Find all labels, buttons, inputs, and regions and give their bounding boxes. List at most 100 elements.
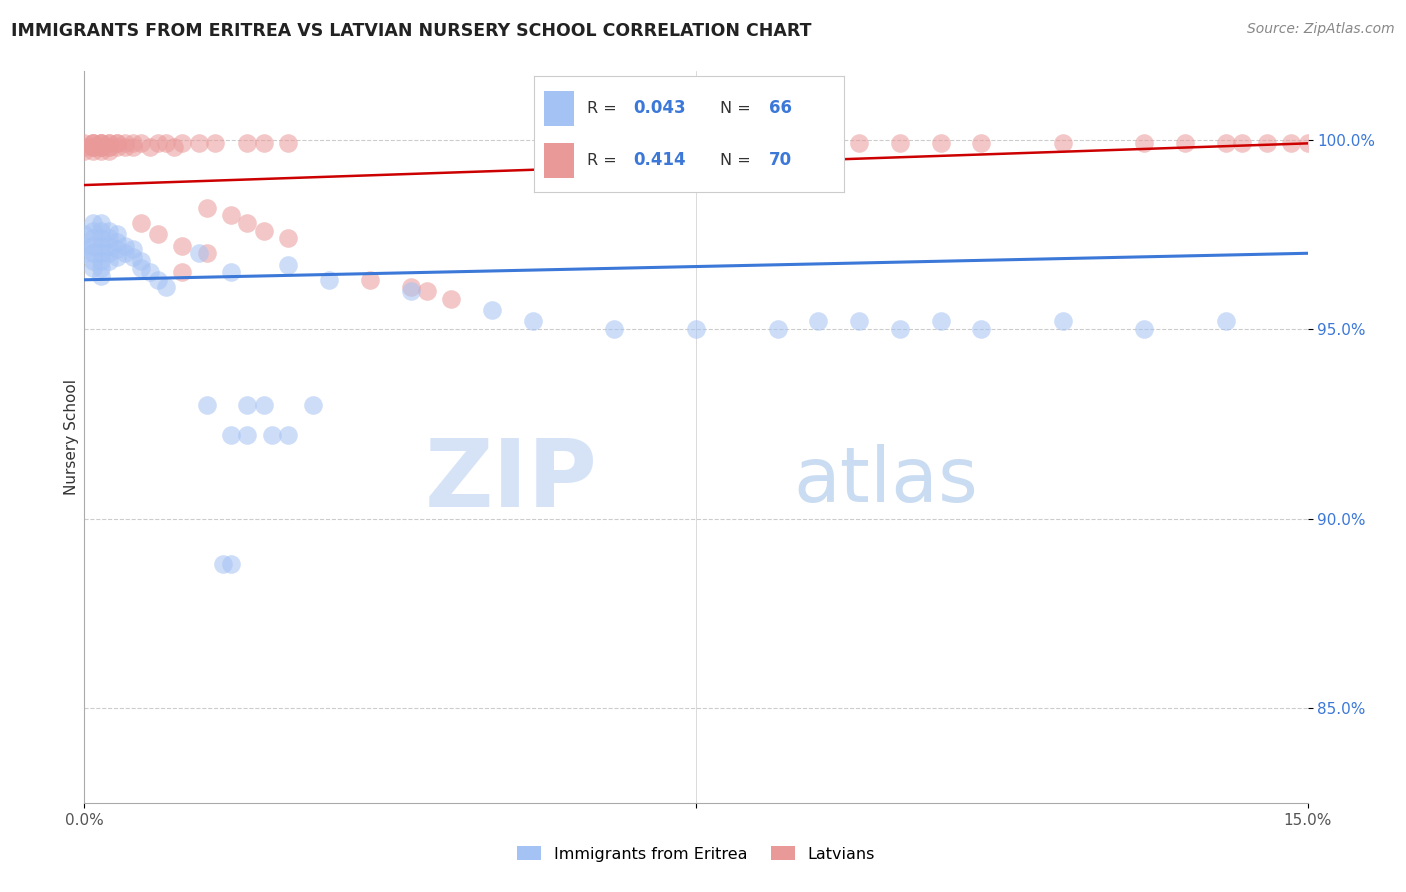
Point (685, 322, 707, 336)
Point (155, 280, 177, 294)
Point (399, 280, 422, 294)
Point (440, 292, 463, 306)
Point (131, 136, 153, 151)
Point (122, 243, 145, 257)
Point (114, 238, 136, 252)
Point (219, 557, 242, 571)
Point (138, 265, 160, 279)
Point (807, 314, 830, 328)
Point (122, 136, 145, 151)
Point (889, 136, 911, 151)
Text: 66: 66 (769, 99, 793, 117)
Point (970, 136, 993, 151)
Point (82, 136, 104, 151)
Point (122, 250, 145, 264)
Point (1232, 136, 1254, 151)
Point (195, 246, 218, 260)
Point (318, 273, 340, 287)
Point (122, 140, 145, 154)
Point (1256, 136, 1278, 151)
Point (146, 273, 169, 287)
Point (82, 246, 104, 260)
Point (138, 140, 160, 154)
Point (236, 216, 259, 230)
Point (277, 428, 299, 442)
Point (73, 136, 96, 151)
Point (97, 140, 120, 154)
Point (105, 136, 128, 151)
Point (97, 231, 120, 245)
Text: R =: R = (586, 101, 617, 116)
Text: 0.043: 0.043 (633, 99, 686, 117)
Point (236, 136, 259, 151)
Bar (544, 91, 575, 126)
Point (73, 144, 96, 158)
Bar (544, 143, 575, 178)
Point (219, 265, 242, 279)
Point (90, 238, 112, 252)
Point (73, 238, 96, 252)
Point (97, 253, 120, 268)
Point (1215, 136, 1237, 151)
Point (1133, 322, 1156, 336)
Point (163, 140, 186, 154)
Point (929, 136, 952, 151)
Point (685, 136, 707, 151)
Point (90, 223, 112, 237)
Point (155, 136, 177, 151)
Point (90, 140, 112, 154)
Point (1279, 136, 1302, 151)
Point (90, 140, 112, 154)
Text: 0.414: 0.414 (633, 152, 686, 169)
Point (82, 136, 104, 151)
Point (172, 238, 194, 252)
Point (481, 303, 503, 318)
Point (73, 246, 96, 260)
Point (73, 140, 96, 154)
Point (82, 140, 104, 154)
Point (90, 140, 112, 154)
Point (90, 136, 112, 151)
Point (82, 136, 104, 151)
Point (82, 144, 104, 158)
Point (97, 238, 120, 252)
Text: ZIP: ZIP (425, 435, 598, 527)
Point (236, 398, 259, 412)
Text: 70: 70 (769, 152, 793, 169)
Text: atlas: atlas (794, 444, 979, 518)
Point (187, 246, 209, 260)
Point (848, 314, 870, 328)
Point (131, 216, 153, 230)
Point (929, 314, 952, 328)
Point (90, 136, 112, 151)
Point (725, 136, 748, 151)
Text: Source: ZipAtlas.com: Source: ZipAtlas.com (1247, 22, 1395, 37)
Text: IMMIGRANTS FROM ERITREA VS LATVIAN NURSERY SCHOOL CORRELATION CHART: IMMIGRANTS FROM ERITREA VS LATVIAN NURSE… (11, 22, 811, 40)
Point (105, 227, 128, 242)
Point (82, 140, 104, 154)
Point (114, 136, 136, 151)
Point (82, 261, 104, 276)
Point (277, 258, 299, 272)
Point (105, 250, 128, 264)
Point (82, 238, 104, 252)
Point (1052, 136, 1074, 151)
Point (253, 136, 276, 151)
Point (253, 223, 276, 237)
Point (97, 144, 120, 158)
Point (807, 136, 830, 151)
Point (219, 208, 242, 222)
Point (766, 136, 789, 151)
Point (889, 322, 911, 336)
Point (114, 246, 136, 260)
Point (1052, 314, 1074, 328)
Point (146, 227, 169, 242)
Point (97, 223, 120, 237)
Point (105, 235, 128, 249)
Text: R =: R = (586, 153, 617, 168)
Point (416, 284, 439, 298)
Point (90, 136, 112, 151)
Point (359, 273, 381, 287)
Point (848, 136, 870, 151)
Point (742, 136, 765, 151)
